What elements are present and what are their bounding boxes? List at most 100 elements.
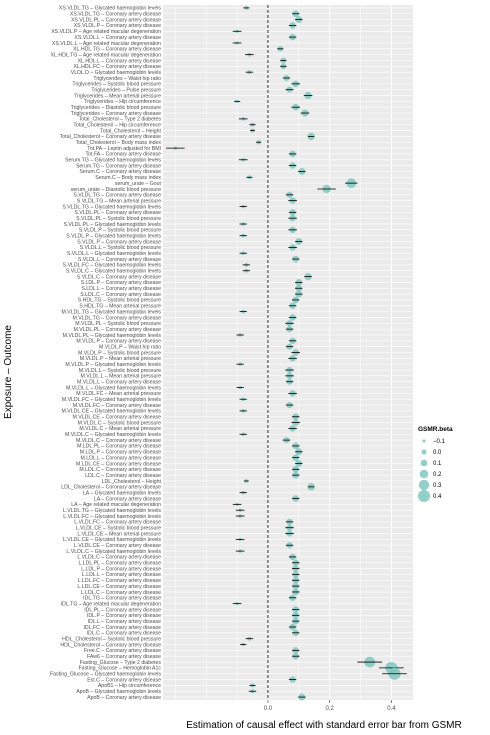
y-tick-label: XS.VLDL.P – Age related macular degenera… <box>51 29 161 35</box>
y-tick-label: S.VLDL.P – Glycated haemoglobin levels <box>66 233 161 239</box>
y-tick-label: IDL.C – Coronary artery disease <box>87 631 162 637</box>
y-tick-label: LDL_Cholesterol – Coronary artery diseas… <box>61 485 161 491</box>
y-tick-label: M.VLDL.P – Systolic blood pressure <box>78 350 161 356</box>
y-tick-label: XL.HDL.TG – Age related macular degenera… <box>51 52 162 58</box>
y-tick-label: ApoB – Coronary artery disease <box>87 695 161 701</box>
y-tick-label: XS.VLDL.TG – Coronary artery disease <box>70 12 161 18</box>
legend-key <box>419 469 429 479</box>
y-tick-label: S.VLDL.P – Coronary artery disease <box>77 239 161 245</box>
plot-panel <box>163 5 413 700</box>
x-tick-label: 0.4 <box>387 706 396 712</box>
y-tick-label: XS.VLDL.TG – Glycated haemoglobin levels <box>59 6 161 12</box>
y-tick-label: IDL.TG – Coronary artery disease <box>83 596 161 602</box>
y-tick-label: Total_Cholesterol – Coronary artery dise… <box>60 134 161 140</box>
y-tick-label: L.VLDL.CE – Glycated haemoglobin levels <box>63 537 161 543</box>
legend-key <box>418 490 430 502</box>
y-tick-label: XS.VLDL.P – Coronary artery disease <box>74 23 161 29</box>
y-tick-label: Total_Cholesterol – Type 2 diabetes <box>79 117 162 123</box>
y-tick-labels: XS.VLDL.TG – Glycated haemoglobin levels… <box>50 6 162 701</box>
y-tick-label: L.LDL.CE – Coronary artery disease <box>77 584 161 590</box>
y-tick-label: Triglycerides – Coronary artery disease <box>71 111 161 117</box>
y-tick-label: M.VLDL.FC – Coronary artery disease <box>73 403 161 409</box>
y-tick-label: S.VLDL.TG – Mean arterial pressure <box>77 198 161 204</box>
y-tick-label: S.VLDL.PL – Systolic blood pressure <box>76 216 161 222</box>
y-tick-label: LA – Glycated haemoglobin levels <box>83 490 162 496</box>
y-tick-label: M.LDL.C – Coronary artery disease <box>79 467 161 473</box>
y-tick-label: M.VLDL.P – Waist hip ratio <box>99 344 161 350</box>
y-tick-label: S.VLDL.L – Glycated haemoglobin levels <box>67 251 162 257</box>
y-tick-label: IDL.L – Coronary artery disease <box>88 619 161 625</box>
y-tick-label: M.VLDL.CE – Coronary artery disease <box>72 415 161 421</box>
y-tick-label: S.VLDL.PL – Coronary artery disease <box>74 210 161 216</box>
y-tick-label: Triglycerides – Hip circumference <box>84 99 161 105</box>
y-tick-label: M.VLDL.CE – Glycated haemoglobin levels <box>62 409 162 415</box>
legend-label: 0.3 <box>433 483 442 489</box>
x-axis: 0.0 0.2 0.4 <box>264 700 396 712</box>
y-tick-label: Fasting_Glucose – Type 2 diabetes <box>80 660 162 666</box>
y-tick-label: M.VLDL.TG – Coronary artery disease <box>72 315 161 321</box>
y-tick-label: Triglycerides – Systolic blood pressure <box>72 82 161 88</box>
y-tick-label: M.VLDL.C – Mean arterial pressure <box>79 426 161 432</box>
y-tick-label: L.LDL.FC – Coronary artery disease <box>78 578 161 584</box>
legend-key <box>418 479 430 491</box>
y-tick-label: M.LDL.CE – Coronary artery disease <box>76 461 161 467</box>
y-tick-label: Triglycerides – Diastolic blood pressure <box>71 105 161 111</box>
y-tick-label: Serum.C – Coronary artery disease <box>79 169 161 175</box>
legend-title: GSMR.beta <box>418 426 453 433</box>
y-tick-label: S.VLDL.PL – Glycated haemoglobin levels <box>63 222 161 228</box>
y-tick-label: Tot.FA – Coronary artery disease <box>85 152 161 158</box>
y-tick-label: Free.C – Coronary artery disease <box>84 648 161 654</box>
y-tick-label: M.VLDL.FC – Glycated haemoglobin levels <box>62 397 162 403</box>
y-tick-label: serum_urate – Diastolic blood pressure <box>71 187 161 193</box>
y-tick-label: Triglycerides – Waist hip ratio <box>93 76 161 82</box>
y-tick-label: L.VLDL.C – Coronary artery disease <box>77 555 161 561</box>
y-tick-label: IDL.TG – Age related macular degeneratio… <box>61 601 161 607</box>
y-tick-label: LA – Age related macular degeneration <box>71 502 161 508</box>
y-tick-label: L.LDL.PL – Coronary artery disease <box>78 561 161 567</box>
legend-key <box>422 439 426 443</box>
y-tick-label: M.VLDL.P – Mean arterial pressure <box>80 356 161 362</box>
legend: GSMR.beta −0.1 0.0 0.1 0.2 0.3 0.4 <box>418 426 453 502</box>
legend-label: 0.1 <box>433 461 442 467</box>
legend-label: 0.4 <box>433 494 442 500</box>
y-tick-label: M.VLDL.L – Coronary artery disease <box>77 380 161 386</box>
y-tick-label: XL.HDL.TG – Coronary artery disease <box>73 47 161 53</box>
y-tick-label: Triglycerides – Mean arterial pressure <box>74 93 161 99</box>
y-tick-label: Est.C – Coronary artery disease <box>87 677 161 683</box>
y-tick-label: L.VLDL.CE – Systolic blood pressure <box>76 526 161 532</box>
y-tick-label: Triglycerides – Pulse pressure <box>91 87 161 93</box>
y-axis-title: Exposure – Outcome <box>3 325 14 419</box>
y-tick-label: LDL_Cholesterol – Height <box>102 479 162 485</box>
y-tick-label: S.HDL.TG – Mean arterial pressure <box>79 304 161 310</box>
y-tick-label: M.LDL.L – Coronary artery disease <box>80 455 161 461</box>
y-tick-label: S.HDL.TG – Systolic blood pressure <box>78 298 161 304</box>
y-tick-label: M.LDL.P – Coronary artery disease <box>80 450 161 456</box>
y-tick-label: M.VLDL.C – Glycated haemoglobin levels <box>65 432 161 438</box>
y-tick-label: L.LDL.C – Coronary artery disease <box>81 590 161 596</box>
y-tick-label: L.VLDL.CE – Mean arterial pressure <box>77 531 161 537</box>
y-tick-label: S.LDL.P – Coronary artery disease <box>81 280 161 286</box>
y-tick-label: XS.VLDL.L – Coronary artery disease <box>74 35 161 41</box>
y-tick-label: L.VLDL.FC – Coronary artery disease <box>74 520 161 526</box>
y-tick-label: XS.VLDL.PL – Coronary artery disease <box>71 17 161 23</box>
legend-label: −0.1 <box>433 439 446 445</box>
y-tick-label: M.VLDL.L – Glycated haemoglobin levels <box>66 385 161 391</box>
y-tick-label: M.VLDL.PL – Coronary artery disease <box>74 327 162 333</box>
y-tick-label: IDL.P – Coronary artery disease <box>87 613 161 619</box>
x-tick-label: 0.2 <box>325 706 334 712</box>
y-tick-label: S.VLDL.TG – Coronary artery disease <box>73 193 161 199</box>
plot-marks <box>166 6 407 701</box>
legend-label: 0.0 <box>433 450 442 456</box>
y-tick-label: VLDL.D – Glycated haemoglobin levels <box>71 70 162 76</box>
y-tick-label: FAw6 – Coronary artery disease <box>87 654 161 660</box>
y-tick-label: S.VLDL.P – Systolic blood pressure <box>79 228 161 234</box>
y-tick-label: Total_Cholesterol – Hip circumference <box>73 123 161 129</box>
y-tick-label: S.LDL.L – Coronary artery disease <box>81 286 161 292</box>
y-tick-label: serum_urate – Gout <box>115 181 162 187</box>
y-tick-label: Total_Cholesterol – Height <box>100 128 161 134</box>
x-tick-label: 0.0 <box>264 706 273 712</box>
y-tick-label: S.LDL.C – Coronary artery disease <box>80 292 161 298</box>
y-tick-label: XL.HDL.L – Coronary artery disease <box>78 58 162 64</box>
y-tick-label: M.VLDL.TG – Glycated haemoglobin levels <box>62 309 162 315</box>
